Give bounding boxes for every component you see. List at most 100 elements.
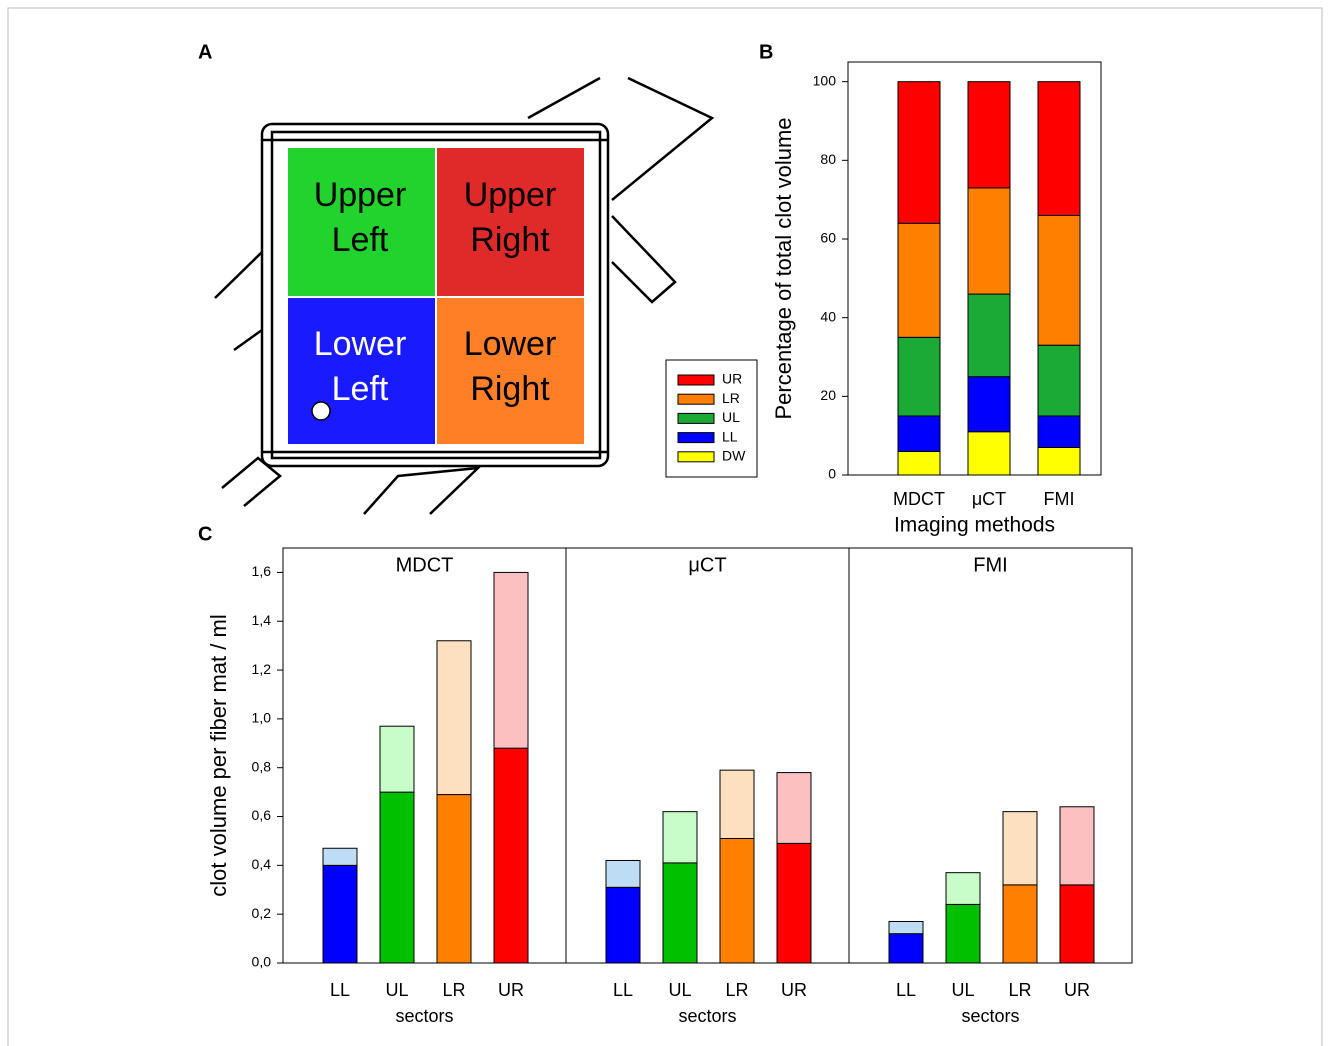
quadrant: [288, 148, 435, 296]
bar-segment: [945, 903, 981, 964]
bar-segment: [897, 415, 941, 452]
x-tick-label: UL: [668, 980, 691, 1000]
chart-title: FMI: [973, 554, 1007, 576]
bar-segment: [1059, 884, 1095, 964]
bar-segment: [897, 81, 941, 224]
y-tick-label: 1,0: [252, 710, 272, 726]
panel-label: A: [198, 41, 212, 63]
bar-segment: [897, 450, 941, 476]
bar-segment: [967, 81, 1011, 189]
quadrant-label: Right: [470, 221, 550, 259]
bar-segment: [322, 847, 358, 866]
bar-segment: [945, 872, 981, 905]
legend-label: UR: [722, 371, 742, 387]
bar-segment: [1002, 884, 1038, 964]
x-tick-label: LR: [725, 980, 748, 1000]
bar-segment: [719, 769, 755, 839]
bar-segment: [605, 859, 641, 888]
x-tick-label: MDCT: [893, 489, 945, 509]
quadrant-label: Upper: [464, 176, 557, 214]
bar-segment: [379, 791, 415, 964]
bar-segment: [322, 864, 358, 964]
bar-segment: [1037, 81, 1081, 216]
x-tick-label: UL: [385, 980, 408, 1000]
bar-segment: [888, 933, 924, 964]
bar-segment: [493, 747, 529, 964]
bar-segment: [379, 725, 415, 793]
legend-swatch: [677, 393, 715, 405]
bar-segment: [776, 842, 812, 964]
quadrant-label: Upper: [314, 176, 407, 214]
legend-label: UL: [722, 409, 740, 425]
x-axis-label: sectors: [678, 1006, 736, 1026]
quadrant-label: Right: [470, 370, 550, 408]
x-tick-label: FMI: [1044, 489, 1075, 509]
holder: [214, 76, 715, 515]
diagram: A Upper Left Upper Right Lower Left Lowe…: [198, 41, 715, 515]
x-tick-label: LL: [330, 980, 350, 1000]
bar-segment: [1037, 415, 1081, 448]
x-tick-label: UR: [1064, 980, 1090, 1000]
quadrant: [288, 298, 435, 444]
legend-label: LR: [722, 390, 740, 406]
legend-label: LL: [722, 428, 738, 444]
bar-segment: [888, 921, 924, 935]
y-tick-label: 60: [820, 230, 836, 246]
legend-swatch: [677, 451, 715, 463]
bar-segment: [662, 811, 698, 864]
bar-segment: [967, 431, 1011, 476]
x-tick-label: LL: [896, 980, 916, 1000]
y-axis-label: clot volume per fiber mat / ml: [206, 614, 231, 896]
quadrant-label: Left: [332, 370, 389, 408]
y-tick-label: 0,8: [252, 758, 272, 774]
page-border: [7, 7, 1323, 1046]
bar-segment: [1002, 811, 1038, 886]
x-tick-label: UR: [498, 980, 524, 1000]
quadrant: [437, 298, 584, 444]
bar-segment: [967, 293, 1011, 378]
y-tick-label: 1,4: [252, 612, 272, 628]
y-tick-label: 80: [820, 151, 836, 167]
bar-segment: [436, 640, 472, 796]
panel-label: C: [198, 523, 212, 545]
x-axis-label: sectors: [395, 1006, 453, 1026]
quadrant-label: Lower: [314, 325, 407, 363]
y-tick-label: 100: [813, 72, 837, 88]
y-tick-label: 1,6: [252, 563, 272, 579]
bar-segment: [967, 187, 1011, 295]
x-axis-label: Imaging methods: [894, 514, 1055, 537]
y-tick-label: 0,0: [252, 954, 272, 970]
bar-segment: [776, 772, 812, 844]
bar-segment: [719, 838, 755, 964]
marker: [311, 401, 331, 421]
chart-title: μCT: [688, 554, 726, 576]
bar-segment: [967, 376, 1011, 433]
y-tick-label: 1,2: [252, 661, 272, 677]
bar-segment: [1037, 344, 1081, 417]
bar-segment: [493, 571, 529, 749]
quadrant-label: Left: [332, 221, 389, 259]
y-tick-label: 40: [820, 308, 836, 324]
chart-title: MDCT: [396, 554, 454, 576]
quadrant: [437, 148, 584, 296]
y-tick-label: 0: [828, 466, 836, 482]
panel-label: B: [759, 41, 773, 63]
bar-segment: [897, 222, 941, 338]
y-tick-label: 0,6: [252, 807, 272, 823]
x-tick-label: LR: [442, 980, 465, 1000]
bar-segment: [1037, 446, 1081, 476]
bar-segment: [662, 862, 698, 964]
x-tick-label: UR: [781, 980, 807, 1000]
bar-segment: [436, 794, 472, 964]
bar-segment: [897, 336, 941, 417]
y-tick-label: 20: [820, 387, 836, 403]
y-tick-label: 0,4: [252, 856, 272, 872]
x-tick-label: LL: [613, 980, 633, 1000]
quadrant-label: Lower: [464, 325, 557, 363]
x-tick-label: UL: [951, 980, 974, 1000]
legend-swatch: [677, 374, 715, 386]
x-tick-label: μCT: [972, 489, 1006, 509]
legend-label: DW: [722, 448, 746, 464]
y-tick-label: 0,2: [252, 905, 272, 921]
